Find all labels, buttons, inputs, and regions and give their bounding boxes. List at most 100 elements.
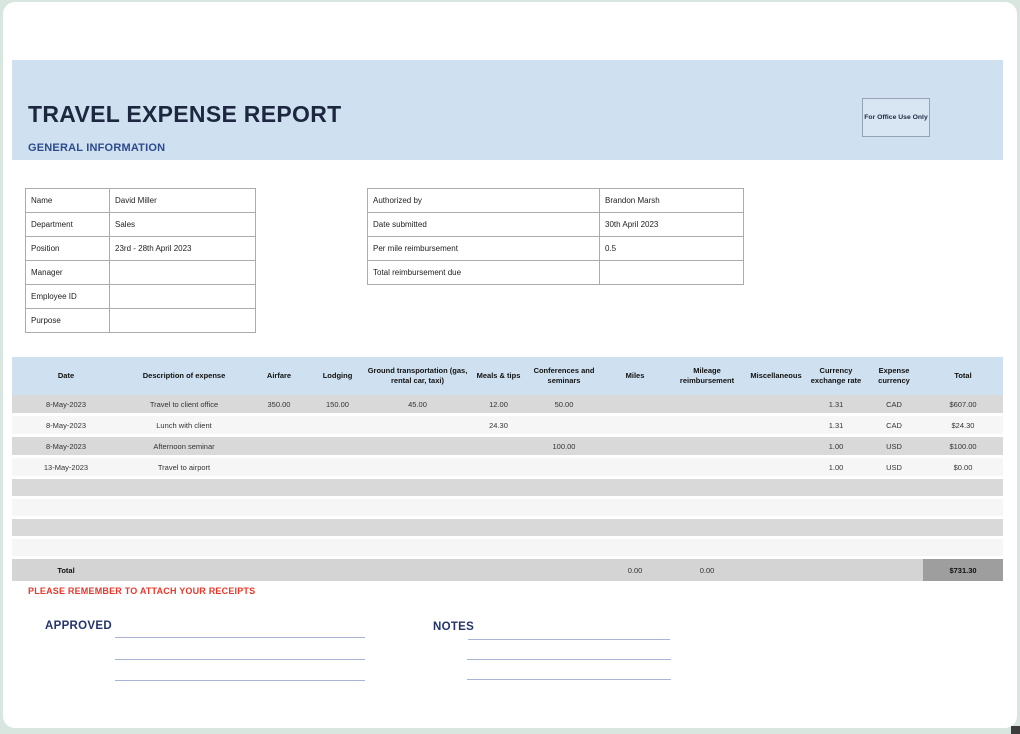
approved-signature-line[interactable] bbox=[115, 637, 365, 638]
expense-cell[interactable] bbox=[248, 416, 310, 437]
expense-cell[interactable] bbox=[470, 479, 527, 499]
expense-cell[interactable]: 1.00 bbox=[807, 437, 865, 458]
expense-cell[interactable] bbox=[470, 437, 527, 458]
expense-cell[interactable] bbox=[248, 479, 310, 499]
expense-cell[interactable]: 50.00 bbox=[527, 395, 601, 416]
info-value-cell[interactable]: Sales bbox=[109, 212, 256, 237]
expense-cell[interactable] bbox=[923, 479, 1003, 499]
notes-line[interactable] bbox=[467, 659, 671, 660]
expense-cell[interactable] bbox=[601, 519, 669, 539]
expense-cell[interactable] bbox=[310, 437, 365, 458]
expense-cell[interactable] bbox=[470, 458, 527, 479]
expense-cell[interactable] bbox=[365, 458, 470, 479]
expense-cell[interactable] bbox=[310, 499, 365, 519]
expense-cell[interactable] bbox=[248, 499, 310, 519]
expense-cell[interactable] bbox=[601, 479, 669, 499]
expense-cell[interactable]: 150.00 bbox=[310, 395, 365, 416]
expense-cell[interactable] bbox=[745, 416, 807, 437]
approved-signature-line[interactable] bbox=[115, 659, 365, 660]
expense-cell[interactable] bbox=[807, 499, 865, 519]
expense-cell[interactable] bbox=[470, 519, 527, 539]
expense-cell[interactable] bbox=[745, 437, 807, 458]
expense-cell[interactable] bbox=[365, 437, 470, 458]
expense-cell[interactable]: $24.30 bbox=[923, 416, 1003, 437]
expense-cell[interactable] bbox=[745, 395, 807, 416]
expense-cell[interactable] bbox=[527, 458, 601, 479]
expense-cell[interactable] bbox=[669, 458, 745, 479]
expense-cell[interactable]: USD bbox=[865, 458, 923, 479]
expense-cell[interactable] bbox=[669, 416, 745, 437]
resize-grip[interactable] bbox=[1011, 726, 1020, 734]
expense-cell[interactable] bbox=[12, 499, 120, 519]
expense-cell[interactable]: 45.00 bbox=[365, 395, 470, 416]
expense-cell[interactable]: CAD bbox=[865, 395, 923, 416]
expense-cell[interactable] bbox=[120, 539, 248, 559]
expense-cell[interactable] bbox=[923, 519, 1003, 539]
expense-cell[interactable] bbox=[365, 499, 470, 519]
info-value-cell[interactable]: 23rd - 28th April 2023 bbox=[109, 236, 256, 261]
expense-cell[interactable]: 1.31 bbox=[807, 395, 865, 416]
expense-cell[interactable] bbox=[601, 499, 669, 519]
expense-cell[interactable] bbox=[365, 519, 470, 539]
expense-cell[interactable] bbox=[120, 479, 248, 499]
expense-cell[interactable] bbox=[248, 519, 310, 539]
expense-cell[interactable] bbox=[669, 519, 745, 539]
info-value-cell[interactable] bbox=[109, 260, 256, 285]
expense-cell[interactable] bbox=[365, 539, 470, 559]
expense-cell[interactable]: Travel to client office bbox=[120, 395, 248, 416]
expense-cell[interactable] bbox=[807, 519, 865, 539]
expense-cell[interactable]: USD bbox=[865, 437, 923, 458]
expense-cell[interactable] bbox=[248, 458, 310, 479]
expense-cell[interactable]: 1.00 bbox=[807, 458, 865, 479]
expense-cell[interactable]: 8-May-2023 bbox=[12, 395, 120, 416]
expense-cell[interactable]: $607.00 bbox=[923, 395, 1003, 416]
expense-cell[interactable]: CAD bbox=[865, 416, 923, 437]
expense-cell[interactable] bbox=[807, 539, 865, 559]
expense-cell[interactable] bbox=[120, 519, 248, 539]
expense-cell[interactable] bbox=[310, 458, 365, 479]
expense-cell[interactable] bbox=[865, 539, 923, 559]
expense-cell[interactable] bbox=[527, 479, 601, 499]
expense-cell[interactable] bbox=[669, 395, 745, 416]
expense-cell[interactable]: $0.00 bbox=[923, 458, 1003, 479]
expense-cell[interactable] bbox=[120, 499, 248, 519]
expense-cell[interactable] bbox=[310, 539, 365, 559]
expense-cell[interactable] bbox=[248, 539, 310, 559]
expense-cell[interactable]: 350.00 bbox=[248, 395, 310, 416]
expense-cell[interactable]: 8-May-2023 bbox=[12, 437, 120, 458]
expense-cell[interactable] bbox=[745, 499, 807, 519]
expense-cell[interactable] bbox=[669, 499, 745, 519]
expense-cell[interactable] bbox=[470, 499, 527, 519]
expense-cell[interactable] bbox=[601, 416, 669, 437]
expense-cell[interactable] bbox=[12, 539, 120, 559]
expense-cell[interactable] bbox=[310, 416, 365, 437]
expense-cell[interactable] bbox=[865, 519, 923, 539]
expense-cell[interactable] bbox=[745, 539, 807, 559]
expense-cell[interactable] bbox=[12, 519, 120, 539]
expense-cell[interactable]: 24.30 bbox=[470, 416, 527, 437]
expense-cell[interactable] bbox=[527, 539, 601, 559]
expense-cell[interactable] bbox=[669, 479, 745, 499]
expense-cell[interactable] bbox=[527, 499, 601, 519]
info-value-cell[interactable]: Brandon Marsh bbox=[599, 188, 744, 213]
info-value-cell[interactable] bbox=[599, 260, 744, 285]
expense-cell[interactable]: Afternoon seminar bbox=[120, 437, 248, 458]
expense-cell[interactable] bbox=[669, 437, 745, 458]
expense-cell[interactable] bbox=[470, 539, 527, 559]
expense-cell[interactable] bbox=[745, 479, 807, 499]
expense-cell[interactable] bbox=[669, 539, 745, 559]
expense-cell[interactable] bbox=[745, 458, 807, 479]
expense-cell[interactable] bbox=[527, 416, 601, 437]
expense-cell[interactable] bbox=[248, 437, 310, 458]
expense-cell[interactable] bbox=[865, 479, 923, 499]
expense-cell[interactable] bbox=[365, 416, 470, 437]
expense-cell[interactable] bbox=[365, 479, 470, 499]
expense-cell[interactable] bbox=[601, 539, 669, 559]
expense-cell[interactable]: 12.00 bbox=[470, 395, 527, 416]
expense-cell[interactable] bbox=[12, 479, 120, 499]
expense-cell[interactable] bbox=[745, 519, 807, 539]
expense-cell[interactable]: 8-May-2023 bbox=[12, 416, 120, 437]
approved-signature-line[interactable] bbox=[115, 680, 365, 681]
expense-cell[interactable] bbox=[527, 519, 601, 539]
info-value-cell[interactable] bbox=[109, 308, 256, 333]
